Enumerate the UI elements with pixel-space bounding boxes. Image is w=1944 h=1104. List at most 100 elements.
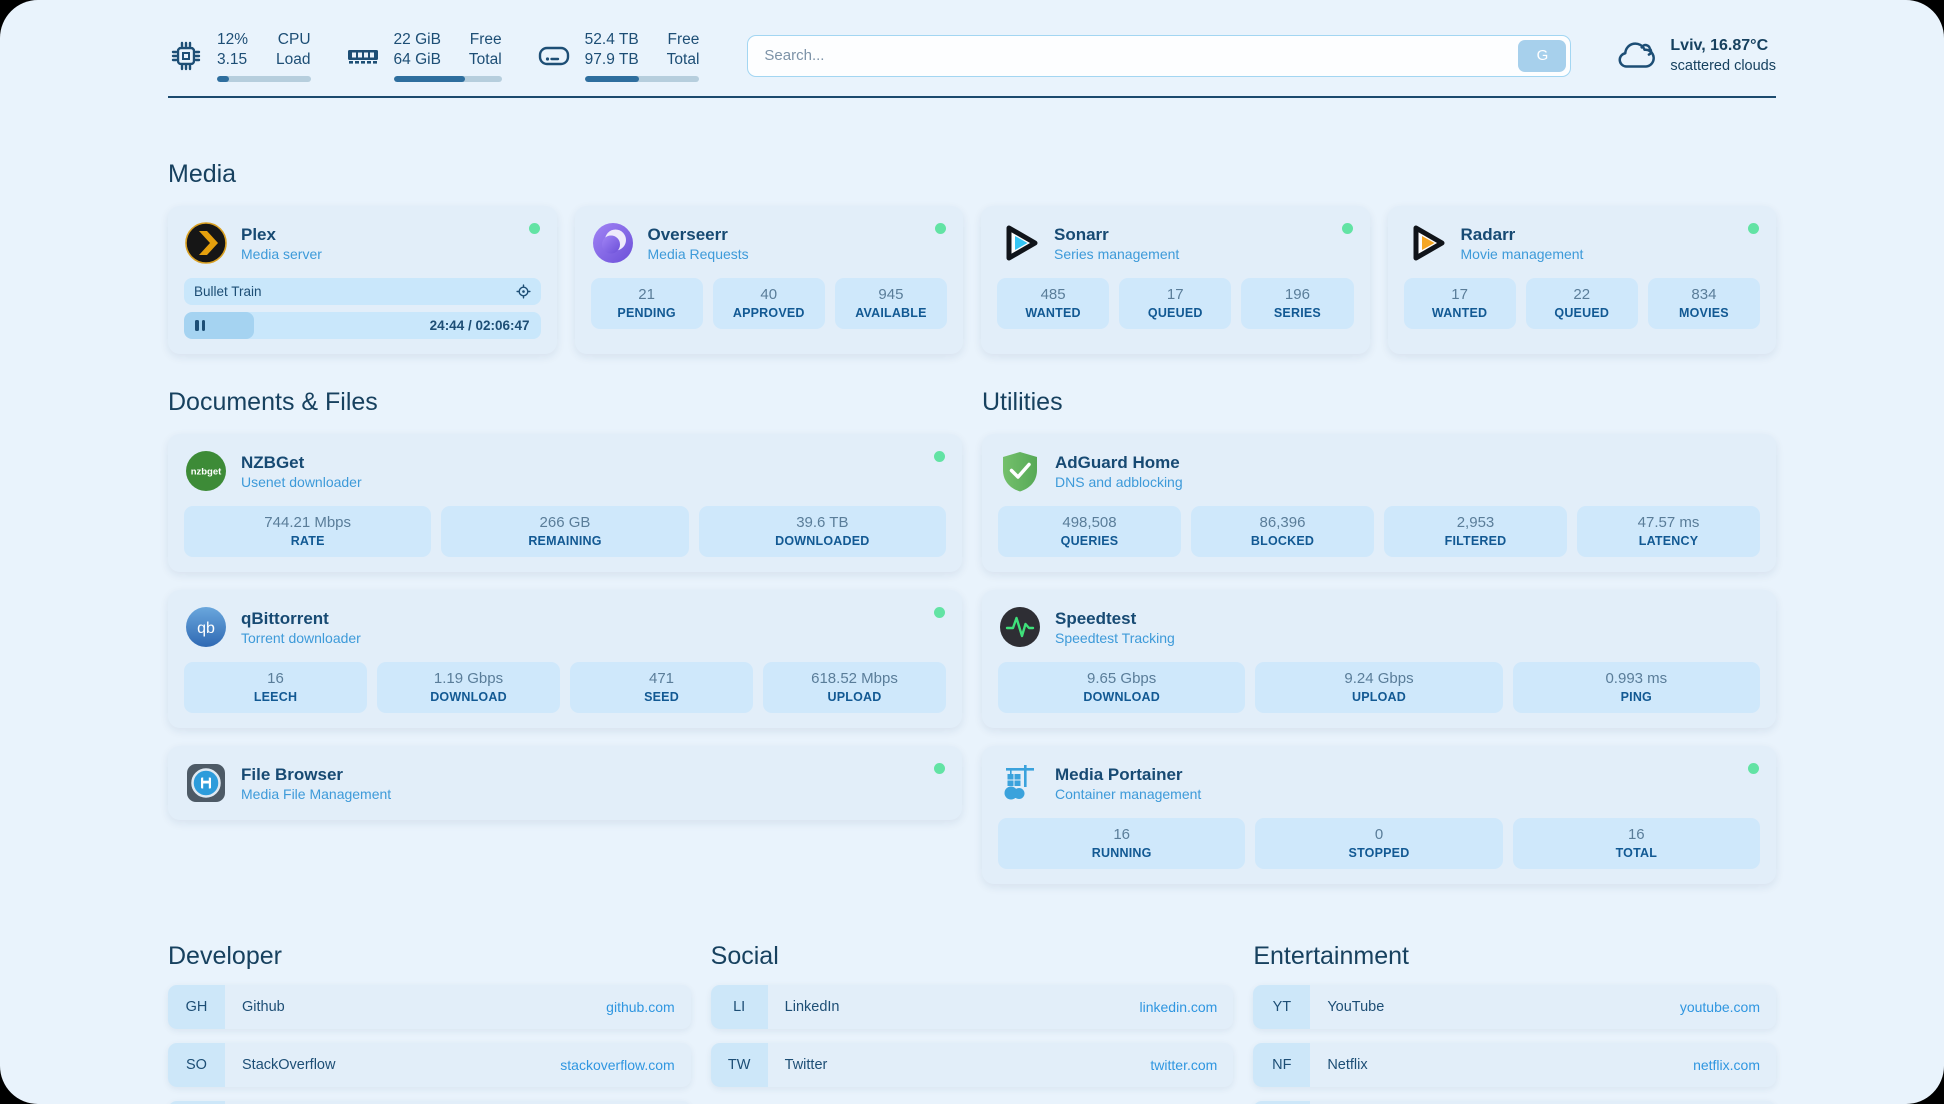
qbittorrent-icon: qb bbox=[186, 606, 226, 647]
bookmark-github[interactable]: GH Github github.com bbox=[168, 984, 691, 1029]
service-name: Speedtest bbox=[1055, 608, 1137, 628]
service-name: AdGuard Home bbox=[1055, 452, 1180, 472]
playback-progress-bar[interactable]: 24:44 / 02:06:47 bbox=[184, 311, 541, 339]
ram-label-2: Total bbox=[468, 51, 502, 69]
section-title-entertainment: Entertainment bbox=[1253, 941, 1409, 970]
bookmark-url: youtube.com bbox=[1679, 998, 1760, 1015]
search-bar: G bbox=[747, 34, 1572, 77]
status-dot bbox=[934, 606, 945, 618]
now-playing-title: Bullet Train bbox=[194, 283, 262, 299]
service-name: Plex bbox=[241, 224, 276, 244]
bookmark-abbr: DT bbox=[168, 1100, 225, 1104]
developer-group: Developer GH Github github.com SO StackO… bbox=[168, 942, 691, 1104]
bookmark-name: Twitter bbox=[784, 1056, 828, 1073]
bookmark-abbr: GH bbox=[168, 984, 225, 1029]
bookmark-url: github.com bbox=[606, 998, 675, 1015]
service-card-plex[interactable]: Plex Media server Bullet Train bbox=[168, 205, 557, 354]
stat-upload: 9.24 Gbps UPLOAD bbox=[1255, 661, 1503, 713]
stat-rate: 744.21 Mbps RATE bbox=[184, 505, 432, 557]
stat-latency: 47.57 ms LATENCY bbox=[1577, 505, 1760, 557]
memory-icon bbox=[347, 49, 378, 64]
stat-leech: 16 LEECH bbox=[184, 661, 367, 713]
radarr-icon bbox=[1413, 225, 1444, 261]
service-desc: Series management bbox=[1054, 246, 1180, 263]
stat-download: 9.65 Gbps DOWNLOAD bbox=[998, 661, 1246, 713]
weather-location-temp: Lviv, 16.87°C bbox=[1670, 37, 1769, 55]
bookmark-name: Netflix bbox=[1327, 1056, 1368, 1073]
status-dot bbox=[1748, 222, 1759, 234]
service-desc: Container management bbox=[1055, 786, 1202, 803]
search-input[interactable] bbox=[747, 34, 1572, 77]
portainer-icon bbox=[1004, 764, 1034, 800]
stat-filtered: 2,953 FILTERED bbox=[1384, 505, 1567, 557]
service-card-speedtest[interactable]: Speedtest Speedtest Tracking 9.65 Gbps D… bbox=[982, 589, 1776, 728]
plex-now-playing-widget: Bullet Train bbox=[184, 277, 541, 339]
stat-downloaded: 39.6 TB DOWNLOADED bbox=[698, 505, 946, 557]
session-settings-icon[interactable] bbox=[515, 284, 531, 299]
stat-seed: 471 SEED bbox=[570, 661, 753, 713]
weather-condition: scattered clouds bbox=[1670, 57, 1776, 74]
playback-progress-fill bbox=[184, 311, 254, 339]
disk-total: 97.9 TB bbox=[584, 51, 639, 69]
status-dot bbox=[934, 450, 945, 462]
bookmark-youtube[interactable]: YT YouTube youtube.com bbox=[1253, 984, 1776, 1029]
sonarr-icon bbox=[1006, 225, 1038, 261]
service-card-sonarr[interactable]: Sonarr Series management 485 WANTED 17 Q… bbox=[981, 205, 1370, 354]
service-desc: Media Requests bbox=[647, 246, 749, 263]
ram-progress-fill bbox=[393, 75, 465, 82]
service-card-radarr[interactable]: Radarr Movie management 17 WANTED 22 QUE… bbox=[1387, 205, 1776, 354]
service-card-portainer[interactable]: Media Portainer Container management 16 … bbox=[982, 745, 1776, 884]
stat-total: 16 TOTAL bbox=[1512, 817, 1760, 869]
stat-running: 16 RUNNING bbox=[998, 817, 1246, 869]
bookmark-reddit[interactable]: RE Reddit reddit.com bbox=[1253, 1100, 1776, 1104]
adguard-icon bbox=[1003, 451, 1037, 492]
cpu-label-2: Load bbox=[276, 51, 311, 69]
service-desc: Media File Management bbox=[241, 786, 392, 803]
stat-queued: 17 QUEUED bbox=[1119, 277, 1232, 329]
service-name: File Browser bbox=[241, 764, 344, 784]
bookmark-url: linkedin.com bbox=[1139, 998, 1218, 1015]
service-desc: DNS and adblocking bbox=[1055, 474, 1183, 491]
search-provider-button[interactable]: G bbox=[1518, 39, 1567, 72]
stat-wanted: 485 WANTED bbox=[997, 277, 1110, 329]
cpu-percent: 12% bbox=[217, 31, 249, 48]
stat-stopped: 0 STOPPED bbox=[1255, 817, 1503, 869]
header-divider bbox=[168, 95, 1776, 98]
service-card-filebrowser[interactable]: File Browser Media File Management bbox=[168, 745, 962, 820]
service-card-adguard[interactable]: AdGuard Home DNS and adblocking 498,508 … bbox=[982, 433, 1776, 572]
service-card-nzbget[interactable]: nzbget NZBGet Usenet downloader 744.21 M… bbox=[168, 433, 962, 572]
utilities-column: Utilities bbox=[982, 388, 1776, 884]
service-desc: Usenet downloader bbox=[241, 474, 362, 491]
bookmark-abbr: LI bbox=[710, 984, 768, 1029]
service-card-qbittorrent[interactable]: qb qBittorrent Torrent downloader 16 LEE… bbox=[168, 589, 962, 728]
bookmark-name: Github bbox=[242, 998, 285, 1015]
bookmark-abbr: TW bbox=[710, 1042, 768, 1087]
service-desc: Movie management bbox=[1460, 246, 1584, 263]
bookmark-linkedin[interactable]: LI LinkedIn linkedin.com bbox=[710, 984, 1234, 1029]
service-name: qBittorrent bbox=[241, 608, 329, 628]
playback-time: 24:44 / 02:06:47 bbox=[429, 317, 530, 333]
disk-progress-track bbox=[584, 75, 700, 82]
cpu-progress-fill bbox=[217, 75, 230, 82]
weather-widget[interactable]: Lviv, 16.87°C scattered clouds bbox=[1615, 36, 1776, 76]
service-name: Sonarr bbox=[1054, 224, 1109, 244]
bookmark-stackoverflow[interactable]: SO StackOverflow stackoverflow.com bbox=[168, 1042, 691, 1087]
bookmark-netflix[interactable]: NF Netflix netflix.com bbox=[1253, 1042, 1776, 1087]
bookmark-dev[interactable]: DT DEV dev.to bbox=[168, 1100, 691, 1104]
bookmark-url: stackoverflow.com bbox=[560, 1056, 675, 1073]
status-dot bbox=[528, 222, 540, 234]
service-card-overseerr[interactable]: Overseerr Media Requests 21 PENDING 40 A… bbox=[574, 205, 963, 354]
bookmark-abbr: NF bbox=[1253, 1042, 1311, 1087]
status-dot bbox=[934, 762, 945, 774]
bookmark-twitter[interactable]: TW Twitter twitter.com bbox=[710, 1042, 1234, 1087]
status-dot bbox=[935, 222, 946, 234]
disk-free: 52.4 TB bbox=[584, 31, 639, 48]
bookmark-name: YouTube bbox=[1327, 998, 1385, 1015]
ram-label-1: Free bbox=[469, 31, 502, 48]
service-name: Overseerr bbox=[647, 224, 728, 244]
ram-total: 64 GiB bbox=[393, 51, 441, 69]
service-name: NZBGet bbox=[241, 452, 305, 472]
section-title-social: Social bbox=[710, 941, 779, 970]
bookmark-url: netflix.com bbox=[1693, 1056, 1760, 1073]
section-title-media: Media bbox=[168, 159, 237, 188]
